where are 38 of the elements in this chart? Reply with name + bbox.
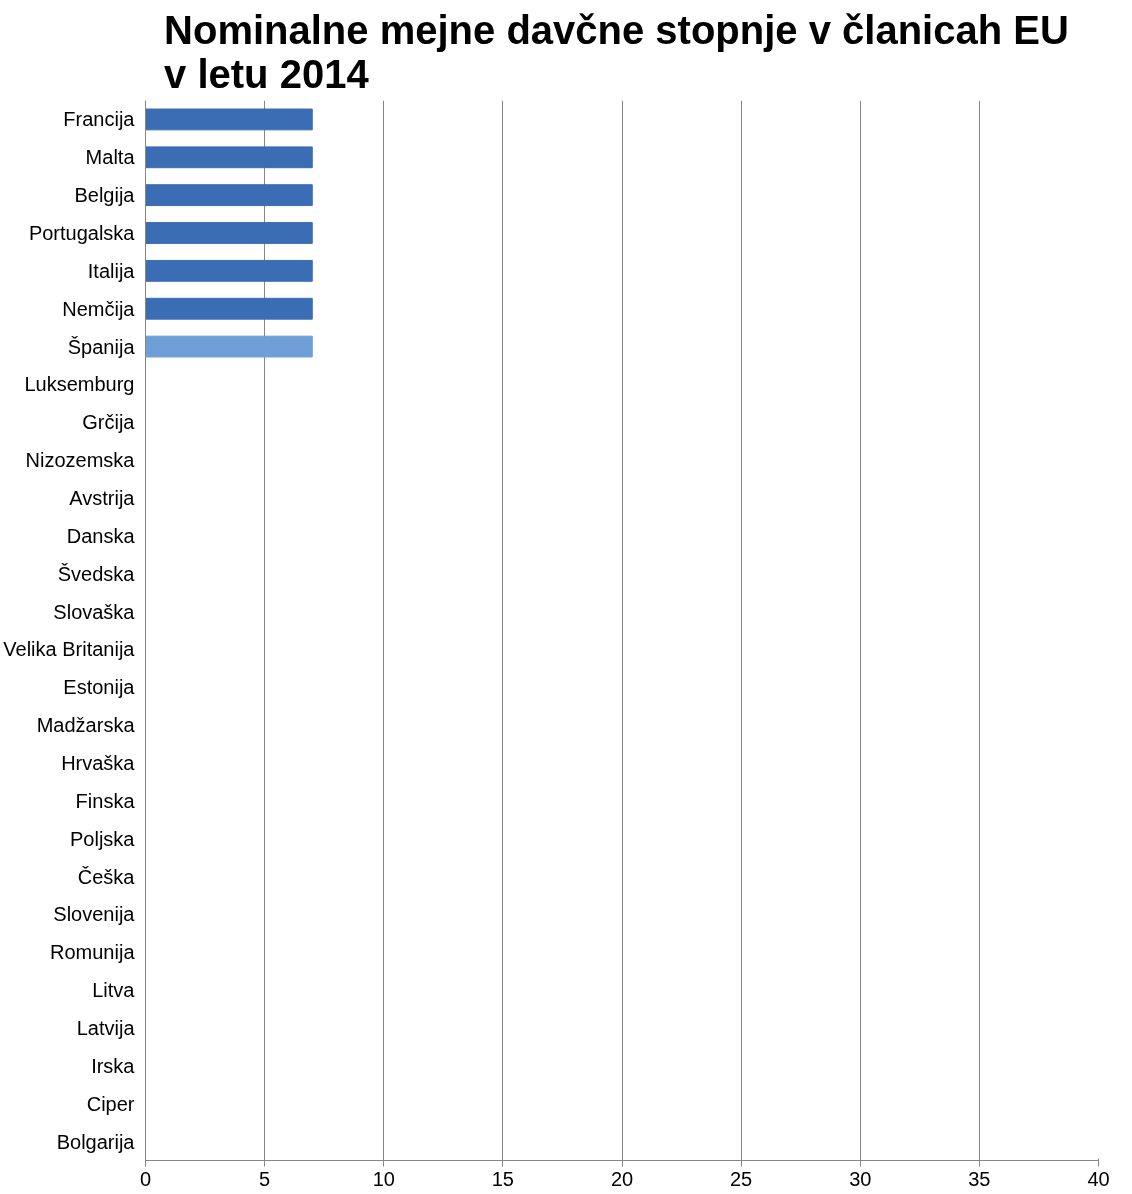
y-tick-label: Romunija	[50, 941, 136, 964]
y-tick-label: Češka	[77, 865, 136, 888]
y-tick-label: Španija	[67, 335, 136, 358]
y-tick-label: Francija	[63, 108, 136, 131]
x-tick-label: 35	[968, 1167, 991, 1190]
y-tick-label: Danska	[66, 524, 136, 547]
x-tick-label: 10	[372, 1167, 395, 1190]
x-tick-label: 30	[849, 1167, 872, 1190]
y-tick-label: Hrvaška	[61, 752, 136, 774]
y-tick-label: Ciper	[86, 1092, 135, 1115]
y-tick-label: Slovaška	[53, 600, 136, 623]
x-tick-label: 0	[139, 1167, 152, 1190]
y-tick-label: Malta	[85, 146, 136, 169]
y-tick-label: Nemčija	[62, 297, 136, 320]
y-tick-label: Belgija	[74, 184, 136, 207]
x-tick-label: 20	[610, 1167, 634, 1190]
y-tick-label: Švedska	[57, 562, 136, 585]
x-tick-label: 25	[730, 1167, 753, 1190]
y-tick-label: Irska	[91, 1054, 136, 1077]
y-tick-label: Slovenija	[53, 903, 136, 926]
y-tick-label: Latvija	[76, 1017, 136, 1039]
y-tick-label: Litva	[92, 979, 136, 1002]
y-tick-label: Madžarska	[36, 714, 136, 737]
y-tick-label: Velika Britanija	[3, 638, 136, 661]
y-tick-label: Luksemburg	[24, 373, 135, 396]
y-tick-label: Poljska	[70, 827, 136, 850]
y-tick-label: Avstrija	[69, 487, 136, 509]
y-tick-label: Bolgarija	[56, 1130, 136, 1153]
y-tick-label: Nizozemska	[25, 449, 136, 472]
y-tick-label: Estonija	[63, 676, 136, 699]
chart-title: Nominalne mejne davčne stopnje v članicah EU v letu 2014	[164, 7, 1069, 96]
y-tick-label: Portugalska	[28, 222, 136, 244]
x-tick-label: 15	[491, 1167, 514, 1190]
y-tick-label: Italija	[87, 259, 136, 282]
x-tick-label: 40	[1087, 1167, 1110, 1190]
y-tick-label: Finska	[75, 789, 136, 812]
x-tick-label: 5	[259, 1167, 271, 1190]
y-tick-label: Grčija	[82, 411, 136, 434]
